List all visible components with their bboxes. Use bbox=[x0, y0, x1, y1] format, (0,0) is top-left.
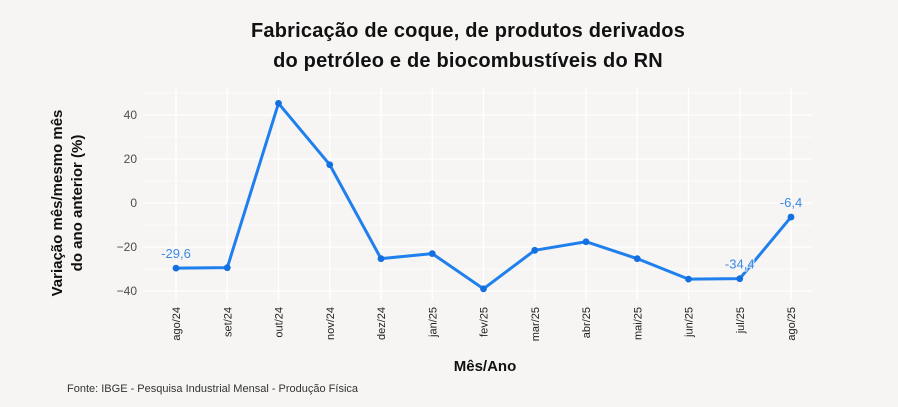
data-point bbox=[787, 213, 795, 221]
y-tick-label: −20 bbox=[117, 240, 138, 254]
y-axis-ticks: −40 −20 0 20 40 bbox=[117, 108, 138, 298]
data-label: -34,4 bbox=[725, 257, 755, 272]
data-point bbox=[377, 255, 385, 263]
y-tick-label: 40 bbox=[124, 108, 138, 122]
x-tick-label: abr/25 bbox=[581, 307, 593, 338]
x-tick-label: ago/24 bbox=[171, 307, 183, 341]
y-tick-label: −40 bbox=[117, 284, 138, 298]
source-caption: Fonte: IBGE - Pesquisa Industrial Mensal… bbox=[67, 383, 359, 395]
data-point bbox=[582, 238, 590, 246]
data-label: -29,6 bbox=[161, 246, 191, 261]
data-point bbox=[736, 275, 744, 283]
x-tick-label: jun/25 bbox=[684, 307, 696, 338]
x-axis-ticks: ago/24 set/24 out/24 nov/24 dez/24 jan/25 fev/… bbox=[171, 307, 798, 341]
data-point bbox=[428, 250, 436, 257]
x-tick-label: ago/25 bbox=[786, 307, 798, 341]
x-tick-label: fev/25 bbox=[479, 307, 491, 337]
x-tick-label: set/24 bbox=[222, 307, 234, 337]
data-point bbox=[326, 161, 334, 169]
data-point bbox=[223, 264, 231, 272]
x-axis-label: Mês/Ano bbox=[453, 358, 517, 375]
x-tick-label: nov/24 bbox=[325, 307, 337, 340]
x-tick-label: mai/25 bbox=[632, 307, 644, 340]
data-label: -6,4 bbox=[780, 195, 802, 210]
data-point bbox=[531, 246, 539, 254]
data-points bbox=[172, 99, 795, 293]
chart-title-line-2: do petróleo e de biocombustíveis do RN bbox=[273, 50, 663, 72]
chart-title-line-1: Fabricação de coque, de produtos derivad… bbox=[250, 20, 686, 42]
data-point bbox=[275, 99, 282, 107]
data-point bbox=[480, 285, 487, 293]
x-tick-label: jan/25 bbox=[427, 307, 439, 338]
data-labels: -29,6 -34,4 -6,4 bbox=[160, 194, 804, 274]
data-point bbox=[685, 275, 692, 283]
x-tick-label: jul/25 bbox=[735, 307, 747, 334]
x-tick-label: dez/24 bbox=[376, 307, 388, 340]
y-tick-label: 20 bbox=[124, 152, 138, 166]
gridlines bbox=[143, 88, 812, 301]
x-tick-label: mar/25 bbox=[530, 307, 542, 341]
y-tick-label: 0 bbox=[130, 196, 137, 210]
data-point bbox=[633, 255, 641, 263]
x-tick-label: out/24 bbox=[274, 307, 286, 338]
data-point bbox=[172, 264, 180, 272]
